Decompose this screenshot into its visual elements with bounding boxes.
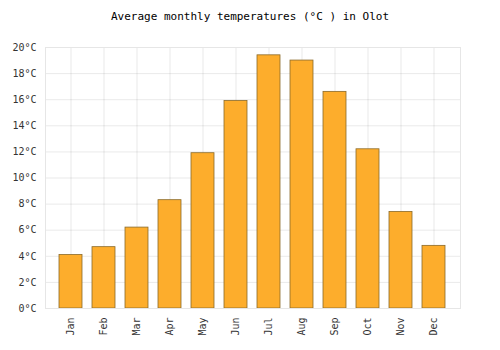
svg-text:14°C: 14°C	[12, 120, 36, 131]
svg-text:6°C: 6°C	[18, 224, 36, 235]
html-text:Average monthly temperatures (: Average monthly temperatures (°C ) in Ol…	[110, 10, 390, 23]
svg-text:Oct: Oct	[362, 318, 373, 336]
svg-text:Jul: Jul	[263, 318, 274, 336]
svg-text:Jun: Jun	[230, 318, 241, 336]
svg-text:8°C: 8°C	[18, 198, 36, 209]
svg-text:2°C: 2°C	[18, 277, 36, 288]
svg-text:Mar: Mar	[131, 318, 142, 336]
svg-text:18°C: 18°C	[12, 68, 36, 79]
svg-text:10°C: 10°C	[12, 172, 36, 183]
svg-text:Sep: Sep	[329, 318, 340, 336]
svg-text:Aug: Aug	[296, 318, 307, 336]
svg-text:Nov: Nov	[395, 318, 406, 336]
svg-text:20°C: 20°C	[12, 42, 36, 53]
svg-text:Dec: Dec	[428, 318, 439, 336]
svg-text:Apr: Apr	[164, 318, 175, 336]
svg-text:May: May	[197, 318, 208, 336]
svg-text:Jan: Jan	[65, 318, 76, 336]
svg-text:16°C: 16°C	[12, 94, 36, 105]
svg-text:Feb: Feb	[98, 318, 109, 336]
svg-text:4°C: 4°C	[18, 251, 36, 262]
svg-text:12°C: 12°C	[12, 146, 36, 157]
svg-text:0°C: 0°C	[18, 303, 36, 314]
